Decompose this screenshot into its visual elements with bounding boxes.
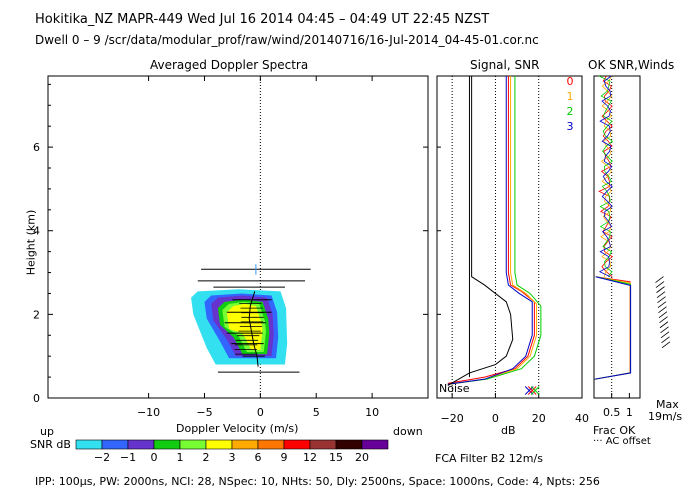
colorbar-cell (153, 439, 181, 450)
colorbar-cell (283, 439, 311, 450)
colorbar-label: 0 (151, 451, 158, 464)
colorbar-cell (231, 439, 259, 450)
x-tick-label: −5 (196, 406, 212, 419)
colorbar-label: 1 (177, 451, 184, 464)
frac-ok-profile-1 (594, 276, 631, 380)
down-label: down (393, 425, 423, 438)
colorbar-cell (179, 439, 207, 450)
noise-marker (530, 386, 540, 395)
colorbar-cell (101, 439, 129, 450)
wind-barb (660, 326, 669, 334)
wind-barb (659, 316, 668, 324)
legend-entry-0: 0 (567, 75, 574, 88)
signal-title: Signal, SNR (470, 58, 540, 72)
snr-colorbar: −2 −1 0 1 2 3 6 9 12 15 20 (75, 439, 389, 464)
wind-barb (655, 281, 665, 288)
y-tick-label: 6 (33, 141, 40, 154)
doppler-frame (47, 75, 429, 399)
signal-snr-plot: −20 0 20 40 0 1 2 3 (436, 75, 589, 425)
db-label: dB (501, 424, 516, 437)
wind-barb (656, 286, 665, 293)
colorbar-label: 9 (281, 451, 288, 464)
legend-entry-3: 3 (567, 120, 574, 133)
series-line-signal (447, 76, 514, 386)
wind-barb (656, 291, 666, 298)
frac-ok-line-2 (598, 75, 614, 277)
frac-ok-profile-3 (594, 276, 632, 380)
x-tick-label: −20 (441, 412, 464, 425)
colorbar-cell (75, 439, 103, 450)
spectra-title: Averaged Doppler Spectra (150, 58, 309, 72)
colorbar-label: 20 (355, 451, 369, 464)
y-tick-label: 0 (33, 392, 40, 405)
frac-ok-label: Frac OK (593, 424, 636, 437)
colorbar-label: 12 (303, 451, 317, 464)
colorbar-label: 15 (329, 451, 343, 464)
colorbar-label: −2 (94, 451, 110, 464)
mean-velocity-line (248, 291, 259, 367)
wind-barb (655, 276, 664, 283)
series-line-2 (447, 76, 542, 385)
doppler-xlabel: Doppler Velocity (m/s) (176, 422, 299, 435)
colorbar-cell (205, 439, 233, 450)
wind-barb (658, 306, 667, 314)
up-label: up (40, 425, 54, 438)
wind-barb (661, 341, 671, 349)
fca-filter-label: FCA Filter B2 12m/s (435, 452, 543, 465)
snr-db-label: SNR dB (30, 438, 71, 451)
ok-frame (593, 75, 641, 399)
x-tick-label: −10 (137, 406, 160, 419)
colorbar-label: 2 (203, 451, 210, 464)
header-subtitle: Dwell 0 – 9 /scr/data/modular_prof/raw/w… (35, 33, 539, 47)
max-value: 19m/s (648, 410, 683, 423)
frac-ok-profile-2 (594, 276, 631, 380)
frac-ok-line-3 (598, 75, 613, 278)
wind-barb (657, 301, 667, 308)
ac-offset-label: ··· AC offset (593, 436, 651, 447)
x-tick-label: 20 (532, 412, 546, 425)
noise-marker (527, 386, 537, 395)
colorbar-cell (309, 439, 337, 450)
frac-ok-profile-0 (594, 276, 631, 380)
x-tick-label: 0 (492, 412, 499, 425)
x-tick-label: 40 (575, 412, 589, 425)
series-line-1 (449, 76, 538, 385)
doppler-spectra-plot: −10 −5 0 5 10 0 2 4 6 (33, 75, 429, 419)
noise-label: Noise (439, 382, 470, 395)
colorbar-label: 3 (229, 451, 236, 464)
wind-barb (660, 331, 670, 339)
wind-barb (661, 336, 670, 344)
signal-frame (436, 75, 583, 399)
colorbar-label: 6 (255, 451, 262, 464)
x-tick-label: 5 (313, 406, 320, 419)
series-line-3 (447, 76, 533, 385)
colorbar-cell (361, 439, 389, 450)
y-tick-label: 4 (33, 225, 40, 238)
x-tick-label: 0 (257, 406, 264, 419)
legend-entry-2: 2 (567, 105, 574, 118)
wind-barb (657, 296, 666, 303)
snr-contour-5 (226, 303, 263, 350)
x-tick-label: 1 (626, 406, 633, 419)
ok-snr-winds-plot: 0.5 1 (593, 75, 671, 419)
footer-params: IPP: 100µs, PW: 2000ns, NCI: 28, NSpec: … (35, 475, 600, 488)
colorbar-cell (257, 439, 285, 450)
colorbar-cell (127, 439, 155, 450)
ok-title: OK SNR,Winds (588, 58, 675, 72)
max-label: Max (656, 398, 679, 411)
colorbar-label: −1 (120, 451, 136, 464)
legend-entry-1: 1 (567, 90, 574, 103)
y-tick-label: 2 (33, 308, 40, 321)
x-tick-label: 0.5 (603, 406, 621, 419)
colorbar-cell (335, 439, 363, 450)
header-title: Hokitika_NZ MAPR-449 Wed Jul 16 2014 04:… (35, 12, 490, 27)
series-line-0 (447, 76, 535, 384)
wind-barb (658, 311, 668, 319)
wind-barb (659, 321, 669, 329)
x-tick-label: 10 (365, 406, 379, 419)
